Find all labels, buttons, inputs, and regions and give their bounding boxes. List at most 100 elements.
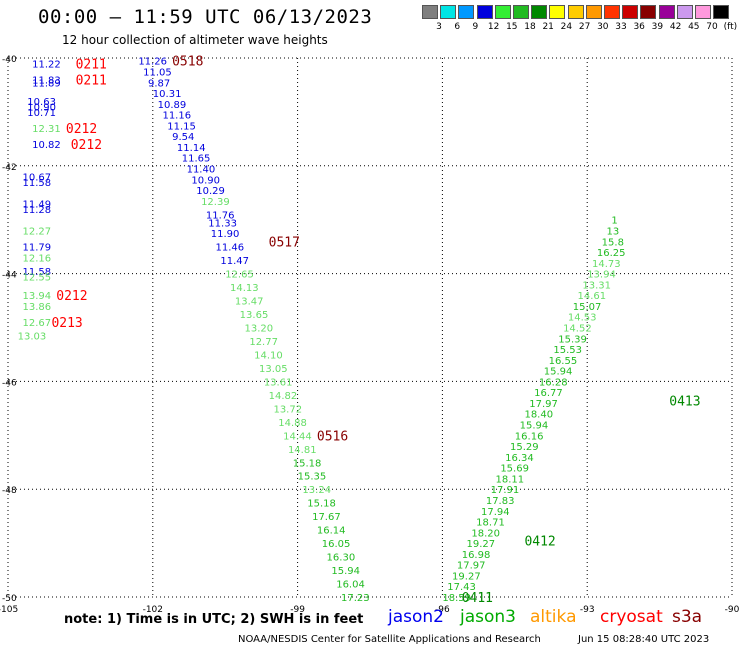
wave-height-value: 13.47 (235, 297, 264, 308)
scale-swatch (585, 5, 602, 19)
wave-height-value: 16.77 (534, 388, 563, 399)
wave-height-value: 10.90 (27, 103, 56, 114)
wave-height-value: 11.79 (22, 243, 51, 254)
scale-swatch (494, 5, 511, 19)
wave-height-value: 14.53 (568, 313, 597, 324)
wave-height-value: 11.16 (162, 111, 191, 122)
legend-altika: altika (530, 607, 577, 627)
wave-height-value: 16.05 (322, 539, 351, 550)
scale-label: 15 (506, 22, 518, 32)
wave-height-value: 12.39 (201, 197, 230, 208)
wave-height-value: 13.65 (240, 310, 269, 321)
units-note: note: 1) Time is in UTC; 2) SWH is in fe… (64, 612, 364, 627)
scale-label: 33 (615, 22, 627, 32)
wave-height-value: 11.28 (22, 205, 51, 216)
y-tick-label: -50 (2, 594, 17, 604)
wave-height-value: 12.55 (22, 272, 51, 283)
scale-swatch (658, 5, 675, 19)
pass-time-label: 0211 (76, 74, 107, 89)
wave-height-value: 11.47 (220, 256, 249, 267)
wave-height-value: 13.31 (582, 280, 611, 291)
wave-height-value: 15.69 (500, 464, 529, 475)
pass-time-label: 0212 (71, 138, 102, 153)
wave-height-value: 10.71 (27, 108, 56, 119)
wave-height-value: 15.29 (510, 442, 539, 453)
scale-label: 70 (706, 22, 718, 32)
pass-time-label: 0411 (462, 591, 493, 606)
wave-height-value: 11.58 (22, 178, 51, 189)
pass-time-label: 0212 (56, 289, 87, 304)
y-tick-label: -42 (2, 163, 17, 173)
pass-time-label: 0413 (669, 394, 700, 409)
wave-height-value: 13.05 (259, 364, 288, 375)
wave-height-value: 12.77 (249, 337, 278, 348)
footer-timestamp: Jun 15 08:28:40 UTC 2023 (578, 634, 710, 645)
wave-height-value: 15.07 (573, 302, 602, 313)
wave-height-value: 13.94 (587, 270, 616, 281)
wave-height-value: 14.88 (278, 418, 307, 429)
scale-swatch (622, 5, 639, 19)
chart-title: 00:00 – 11:59 UTC 06/13/2023 (38, 6, 373, 28)
chart-subtitle: 12 hour collection of altimeter wave hei… (62, 33, 328, 47)
scale-label: 45 (688, 22, 700, 32)
wave-height-value: 9.54 (172, 132, 194, 143)
wave-height-value: 18.20 (471, 528, 500, 539)
wave-height-value: 13.20 (245, 324, 274, 335)
scale-swatch (476, 5, 493, 19)
scale-label: 9 (472, 22, 479, 32)
wave-height-value: 16.14 (317, 526, 346, 537)
legend-cryosat: cryosat (600, 607, 663, 627)
wave-height-value: 16.98 (462, 550, 491, 561)
wave-height-value: 17.94 (481, 507, 510, 518)
wave-height-value: 16.34 (505, 453, 534, 464)
wave-height-value: 1 (611, 216, 617, 227)
wave-height-value: 14.13 (230, 283, 259, 294)
wave-height-value: 14.61 (578, 291, 607, 302)
wave-height-value: 14.10 (254, 350, 283, 361)
scale-swatch (567, 5, 584, 19)
wave-height-value: 19.27 (452, 571, 481, 582)
scale-swatch (422, 5, 438, 19)
wave-height-value: 11.15 (167, 121, 196, 132)
wave-height-value: 11.58 (22, 267, 51, 278)
wave-height-value: 15.94 (520, 421, 549, 432)
x-tick-label: -96 (435, 605, 450, 615)
scale-label: 39 (651, 22, 664, 32)
wave-height-value: 16.04 (336, 580, 365, 591)
x-tick-label: -105 (0, 605, 18, 615)
wave-height-value: 13.03 (18, 332, 47, 343)
pass-time-label: 0212 (66, 122, 97, 137)
wave-height-value: 13.72 (273, 404, 302, 415)
wave-height-value: 15.94 (544, 367, 573, 378)
wave-height-value: 15.18 (293, 458, 322, 469)
wave-height-value: 11.65 (182, 154, 211, 165)
x-tick-label: -99 (290, 605, 305, 615)
wave-height-value: 13.61 (264, 377, 293, 388)
wave-height-value: 15.35 (298, 472, 327, 483)
wave-height-value: 10.29 (196, 186, 225, 197)
wave-height-value: 18.71 (476, 518, 505, 529)
wave-height-value: 17.83 (486, 496, 515, 507)
wave-height-value: 11.22 (32, 59, 61, 70)
scale-label: 42 (669, 22, 682, 32)
wave-height-value: 11.49 (22, 200, 51, 211)
scale-swatch (440, 5, 457, 19)
scale-swatch (676, 5, 693, 19)
scale-swatch (604, 5, 620, 19)
wave-height-value: 11.05 (143, 67, 172, 78)
wave-height-value: 16.28 (539, 377, 568, 388)
scale-label: 24 (560, 22, 573, 32)
wave-height-value: 10.89 (158, 100, 187, 111)
wave-height-value: 11.76 (206, 210, 235, 221)
scale-label: 27 (578, 22, 591, 32)
wave-height-value: 18.59 (442, 593, 471, 604)
pass-time-label: 0517 (269, 235, 300, 250)
y-tick-label: -46 (2, 378, 17, 388)
wave-height-value: 9.87 (148, 78, 170, 89)
wave-height-value: 10.67 (22, 173, 51, 184)
wave-height-value: 12.16 (22, 253, 51, 264)
wave-height-value: 14.82 (269, 391, 298, 402)
wave-height-value: 10.82 (32, 140, 61, 151)
wave-height-value: 13 (607, 226, 620, 237)
